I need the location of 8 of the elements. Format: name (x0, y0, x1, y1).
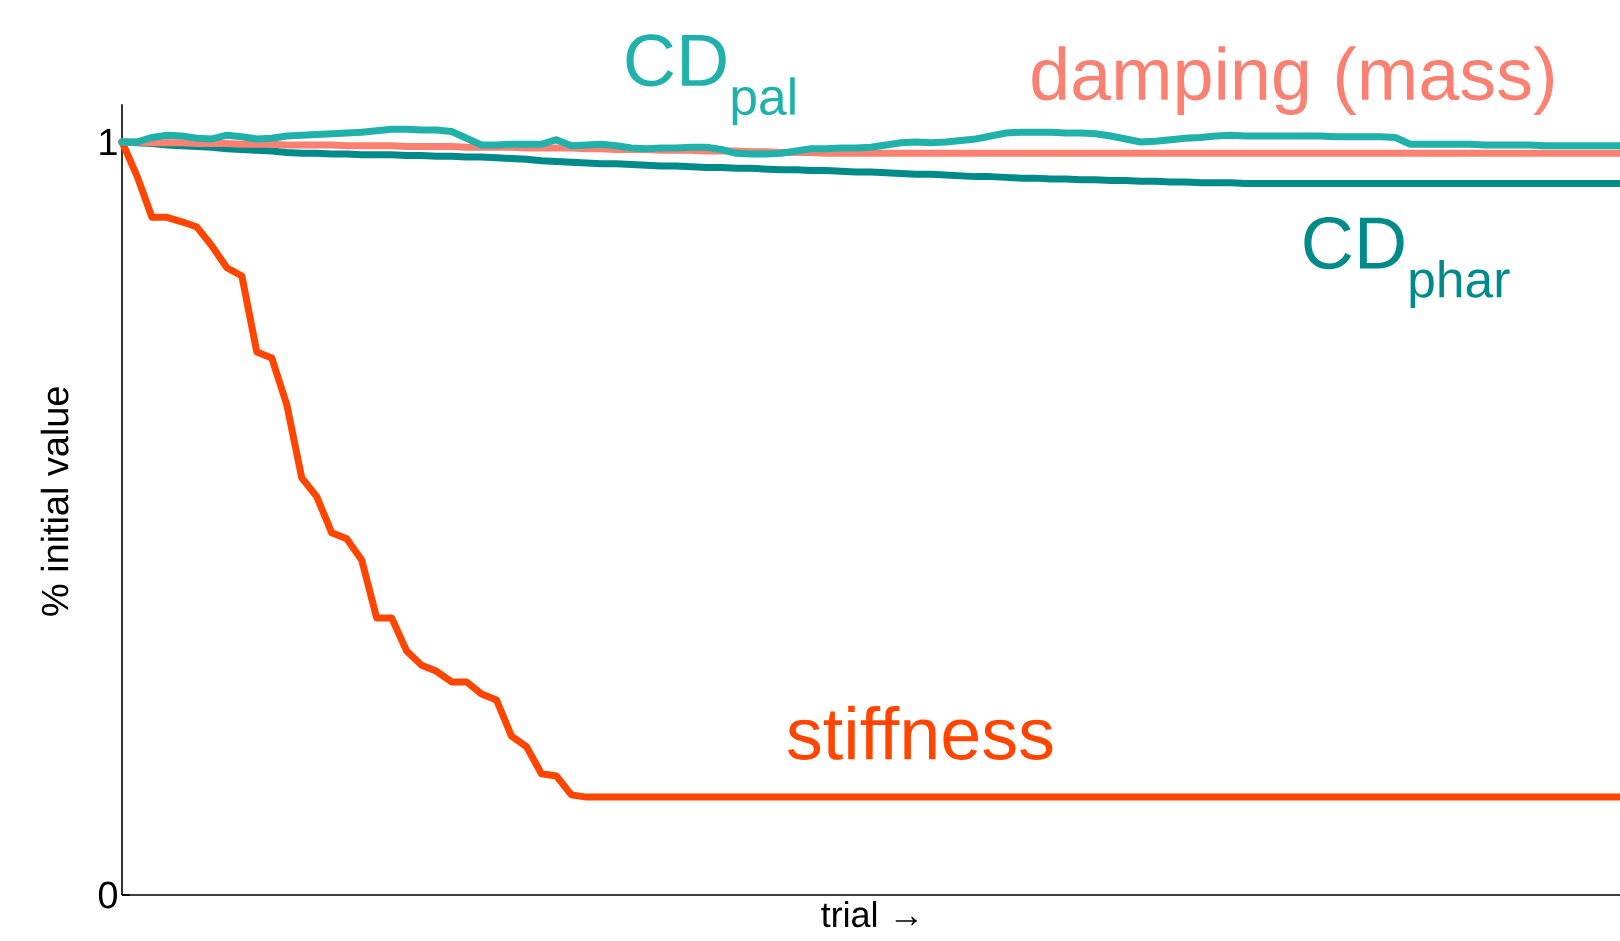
y-tick-label: 1 (100, 128, 117, 156)
x-axis-title: trial → (821, 900, 917, 928)
y-axis-title: % initial value (40, 387, 69, 616)
y-tick-label: 0 (98, 881, 118, 909)
series-label: CD$_{pal}$ (626, 34, 795, 126)
series-label: CD$_{phar}$ (1304, 216, 1510, 308)
series-label: damping (mass) (1032, 46, 1554, 115)
series-label: stiffness (787, 705, 1053, 760)
